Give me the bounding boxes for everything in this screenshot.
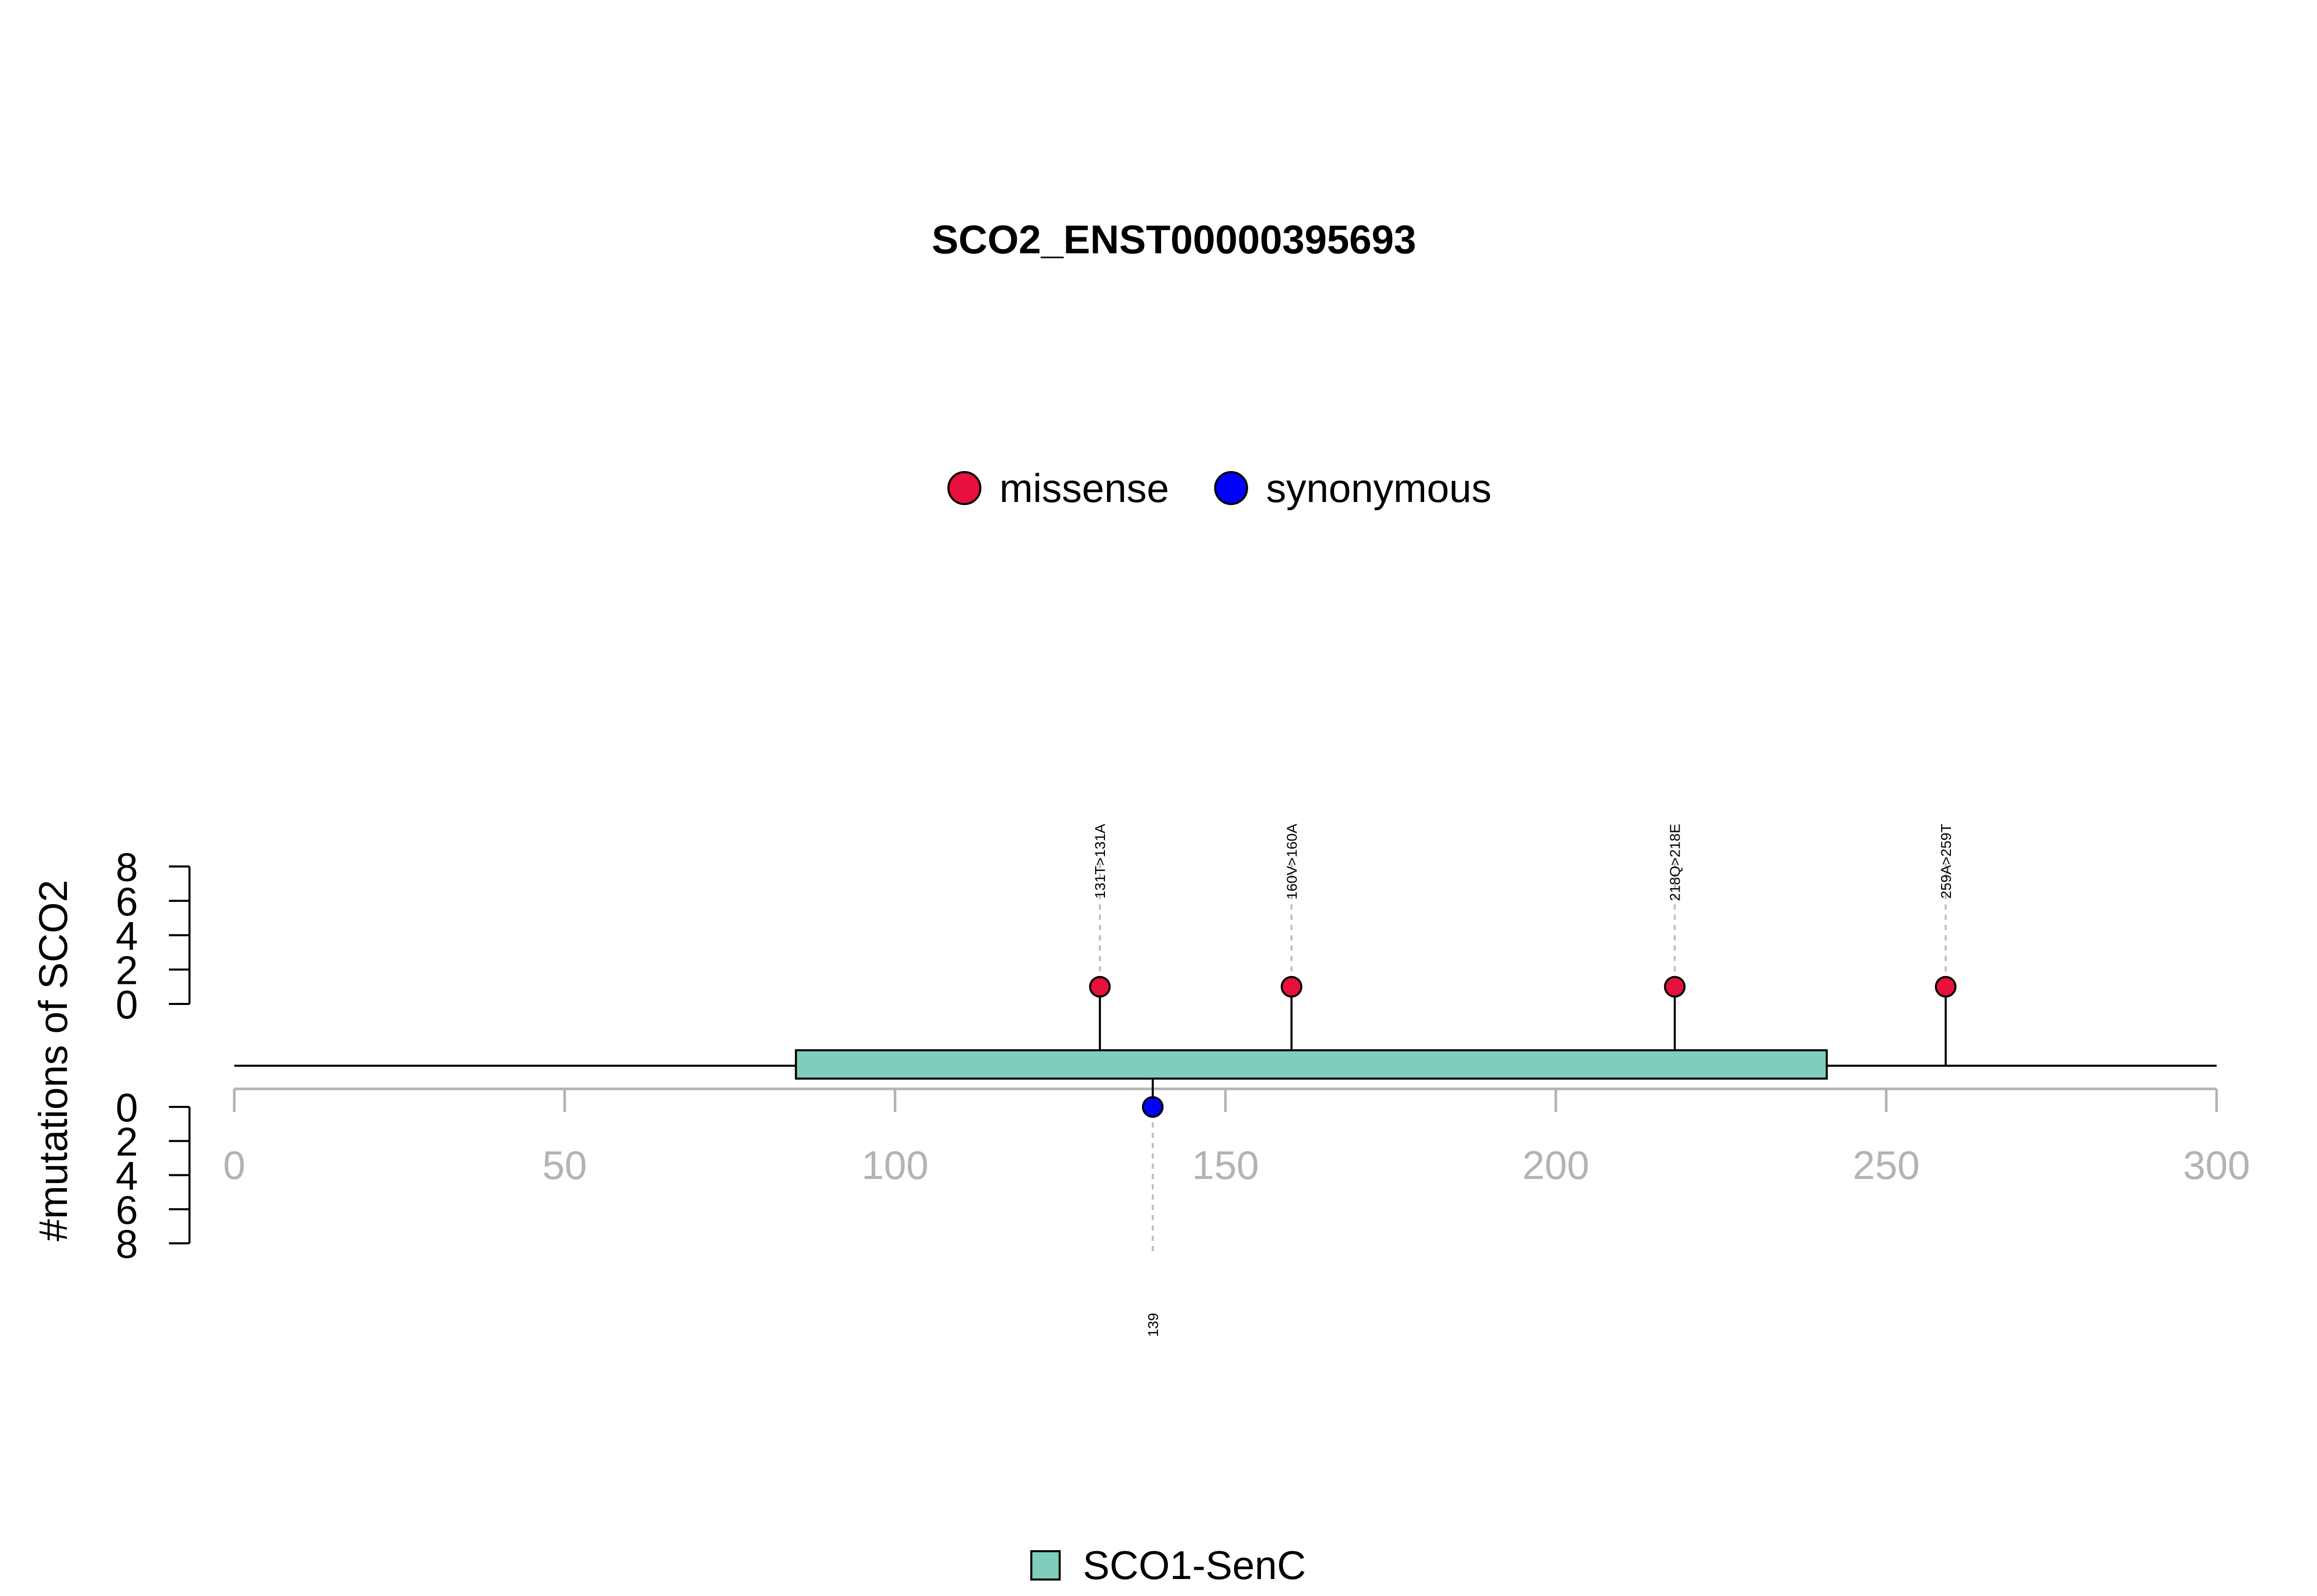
x-tick-label: 300 <box>2183 1142 2250 1188</box>
mutation-labels: 131T>131A 160V>160A 218Q>218E 259A>259T 139 <box>1092 824 1954 1337</box>
chart-title: SCO2_ENST00000395693 <box>932 217 1416 262</box>
x-tick-label: 50 <box>542 1142 587 1188</box>
x-axis: 0 50 100 150 200 250 300 <box>223 1087 2250 1188</box>
domain-box <box>794 1049 1828 1080</box>
y-axis-label: #mutations of SCO2 <box>30 880 76 1241</box>
y-tick-label: 4 <box>116 913 138 959</box>
mutation-label: 218Q>218E <box>1667 824 1683 901</box>
x-tick-label: 0 <box>223 1142 245 1188</box>
y-tick-label: 6 <box>116 879 138 924</box>
mutation-point-missense <box>1089 976 1111 998</box>
domain-boxes <box>794 1049 1828 1080</box>
y-tick-label: 6 <box>116 1187 138 1233</box>
y-tick-label: 4 <box>116 1153 138 1199</box>
legend-marker-synonymous <box>1214 471 1248 505</box>
y-tick-label: 0 <box>116 1085 138 1130</box>
mutation-point-missense <box>1934 976 1957 998</box>
x-tick-label: 200 <box>1523 1142 1589 1188</box>
mutation-label: 259A>259T <box>1938 824 1954 899</box>
x-tick-label: 100 <box>861 1142 928 1188</box>
legend-label-synonymous: synonymous <box>1266 465 1492 511</box>
legend-domain-label: SCO1-SenC <box>1083 1542 1306 1588</box>
legend-label-missense: missense <box>999 465 1169 511</box>
legend-domain-swatch <box>1030 1550 1061 1581</box>
mutation-point-missense <box>1664 976 1686 998</box>
y-tick-label: 2 <box>116 947 138 993</box>
y-tick-label: 2 <box>116 1119 138 1164</box>
legend-marker-missense <box>947 471 981 505</box>
mutation-point-missense <box>1281 976 1303 998</box>
x-tick-label: 150 <box>1192 1142 1259 1188</box>
y-tick-label: 0 <box>116 982 138 1027</box>
x-tick-label: 250 <box>1853 1142 1920 1188</box>
y-tick-label: 8 <box>116 1221 138 1267</box>
y-tick-label: 8 <box>116 844 138 890</box>
mutation-label: 139 <box>1145 1313 1161 1337</box>
mutation-label: 131T>131A <box>1092 824 1108 899</box>
mutation-label: 160V>160A <box>1284 824 1300 899</box>
mutation-type-legend: missense synonymous <box>947 465 1492 511</box>
domain-legend: SCO1-SenC <box>1030 1542 1306 1588</box>
mutation-point-synonymous <box>1142 1096 1164 1118</box>
mutation-points <box>1089 976 1957 1118</box>
